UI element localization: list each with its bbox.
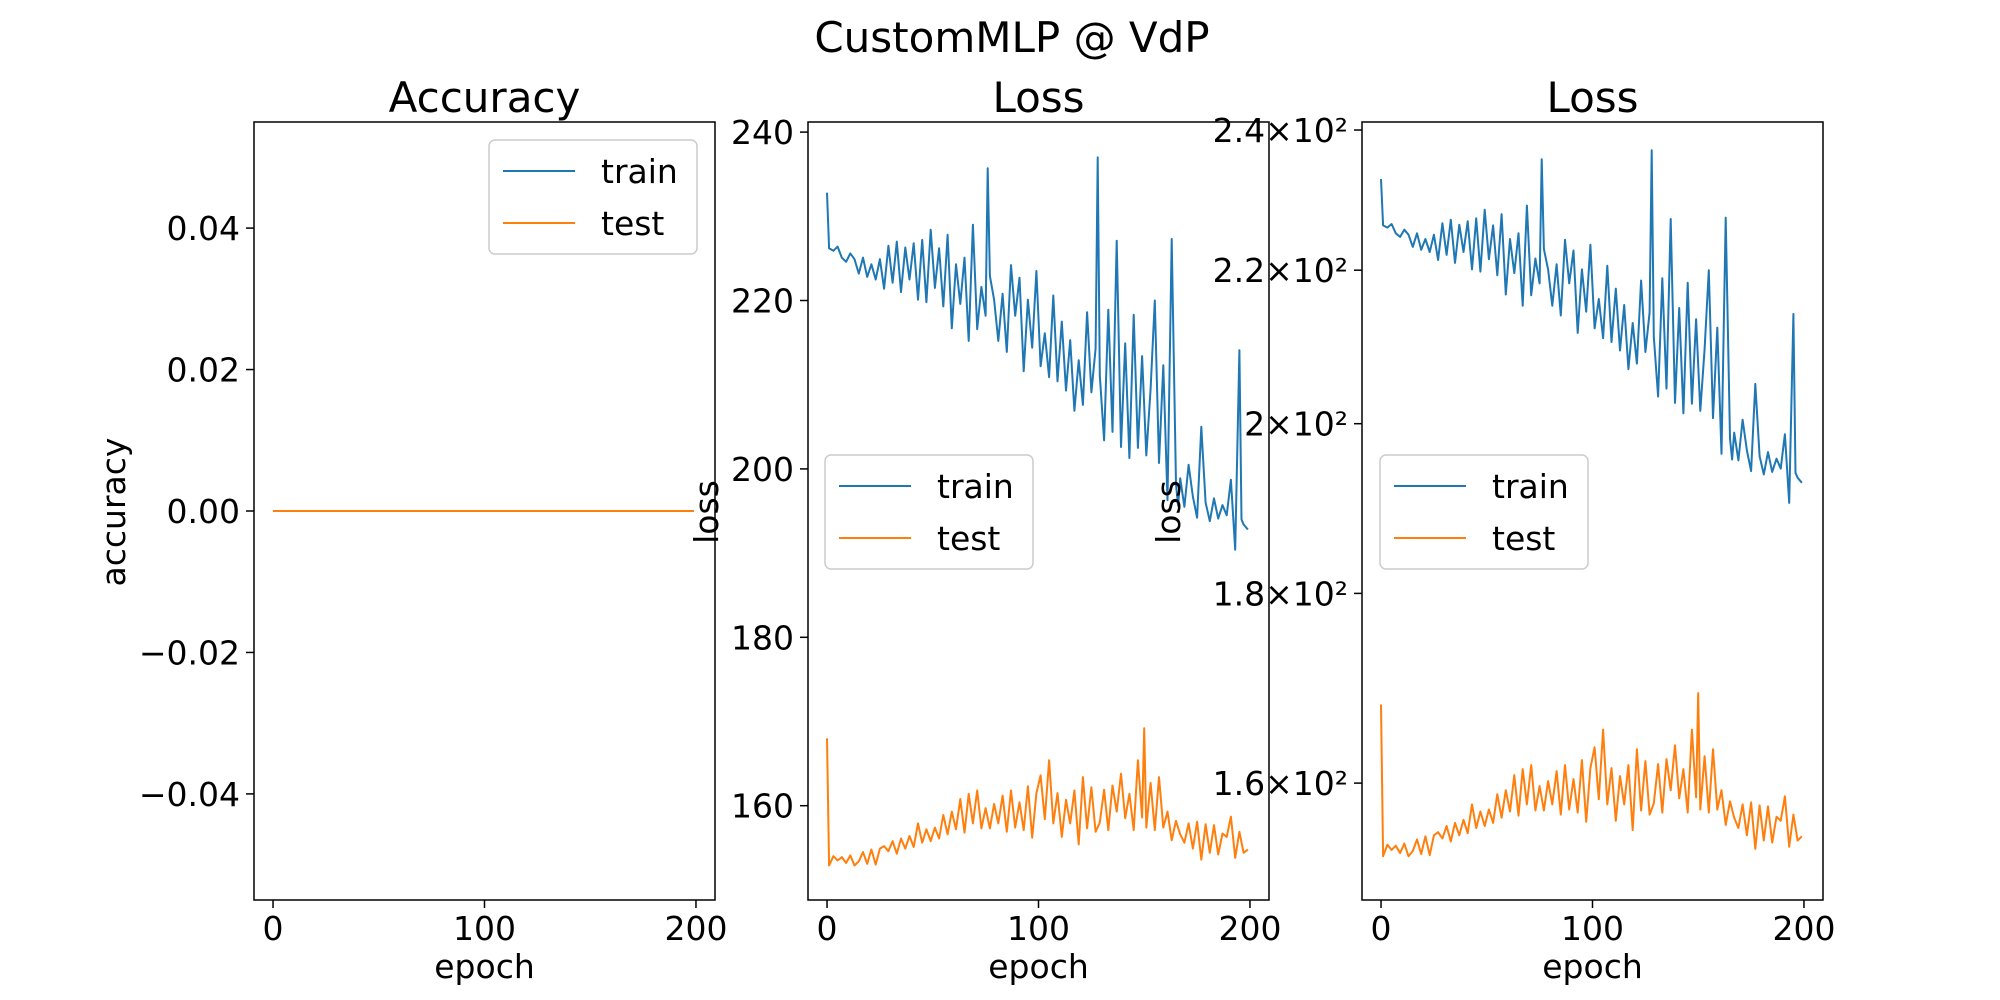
chart-panel-1: Accuracy 0 100 200 0.04 0.02 0.00 −0.02 −0.04 epo… (94, 73, 727, 986)
y-tick-label: 2.2×10² (1213, 251, 1348, 290)
legend: train test (488, 139, 698, 255)
y-tick-label: 220 (731, 282, 794, 321)
series-lines (826, 156, 1249, 867)
y-tick-label: 200 (731, 450, 794, 489)
chart-panel-2: Loss 0 100 200 240 220 200 180 160 epoch loss train… (687, 73, 1281, 986)
y-tick-label: −0.04 (139, 775, 240, 814)
y-tick-label: −0.02 (139, 633, 240, 672)
legend-box (488, 139, 698, 255)
y-tick-label: 0.00 (167, 492, 240, 531)
legend-label-train: train (1492, 467, 1569, 506)
chart-title: Loss (1546, 73, 1638, 122)
series-lines (1380, 149, 1803, 858)
y-tick-label: 1.6×10² (1213, 764, 1348, 803)
y-tick-label: 2×10² (1244, 405, 1348, 444)
y-tick-label: 240 (731, 113, 794, 152)
y-tick-label: 0.04 (167, 209, 240, 248)
y-tick-label: 1.8×10² (1213, 574, 1348, 613)
y-tick-label: 160 (731, 787, 794, 826)
y-axis-label: loss (687, 480, 726, 544)
legend-label-test: test (937, 519, 1000, 558)
legend-label-train: train (937, 467, 1014, 506)
chart-panel-3: Loss 0 100 200 2.4×10² 2.2×10² 2×10² 1.8×10² 1.6… (1149, 73, 1835, 986)
legend-box (1379, 454, 1589, 570)
x-axis-label: epoch (1542, 947, 1643, 986)
x-tick-label: 0 (263, 909, 284, 948)
legend: train test (824, 454, 1034, 570)
x-tick-label: 200 (1772, 909, 1835, 948)
legend-label-test: test (1492, 519, 1555, 558)
x-tick-label: 100 (1561, 909, 1624, 948)
series-line-test (826, 727, 1249, 867)
x-axis-label: epoch (434, 947, 535, 986)
x-tick-label: 200 (1218, 909, 1281, 948)
y-axis-label: loss (1149, 480, 1188, 544)
x-tick-label: 100 (1007, 909, 1070, 948)
chart-title: Loss (992, 73, 1084, 122)
figure-title: CustomMLP @ VdP (814, 13, 1209, 62)
legend-box (824, 454, 1034, 570)
y-tick-label: 2.4×10² (1213, 111, 1348, 150)
legend: train test (1379, 454, 1589, 570)
chart-title: Accuracy (389, 73, 581, 122)
series-line-train (826, 156, 1249, 551)
y-tick-label: 180 (731, 618, 794, 657)
x-tick-label: 100 (453, 909, 516, 948)
panels: Accuracy 0 100 200 0.04 0.02 0.00 −0.02 −0.04 epo… (94, 73, 1835, 986)
x-axis-label: epoch (988, 947, 1089, 986)
y-tick-label: 0.02 (167, 351, 240, 390)
series-line-train (1380, 149, 1803, 504)
legend-label-train: train (601, 152, 678, 191)
x-tick-label: 200 (664, 909, 727, 948)
x-tick-label: 0 (1371, 909, 1392, 948)
series-line-test (1380, 692, 1803, 858)
x-tick-label: 0 (817, 909, 838, 948)
legend-label-test: test (601, 204, 664, 243)
y-axis-label: accuracy (94, 438, 133, 587)
